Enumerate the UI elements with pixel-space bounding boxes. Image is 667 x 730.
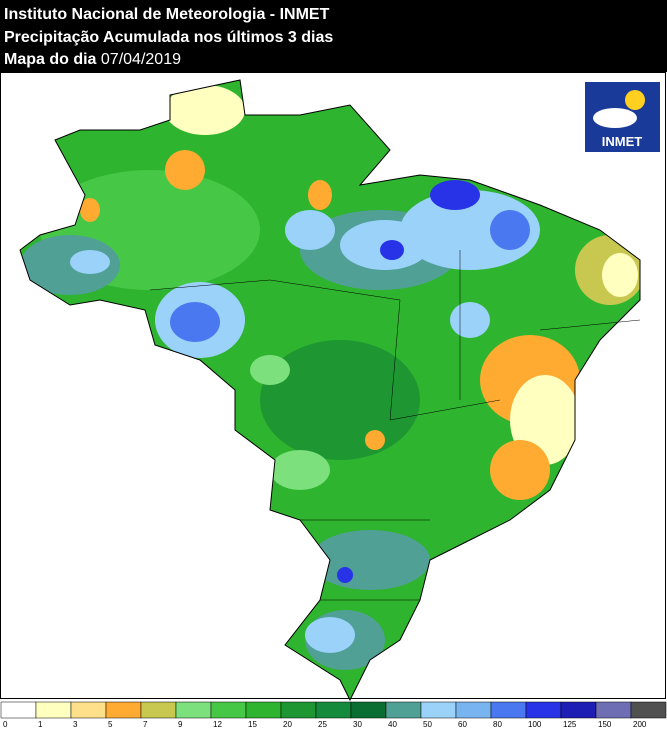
legend-swatch [630, 701, 667, 719]
legend-label: 12 [213, 720, 222, 729]
legend-swatch [245, 701, 282, 719]
logo-text: INMET [602, 134, 643, 149]
legend-label: 15 [248, 720, 257, 729]
legend-swatch [560, 701, 597, 719]
legend-label: 20 [283, 720, 292, 729]
legend-label: 200 [633, 720, 647, 729]
legend-swatch [35, 701, 72, 719]
legend-label: 5 [108, 720, 113, 729]
title: Instituto Nacional de Meteorologia - INM… [4, 6, 330, 23]
state-borders [149, 250, 641, 601]
legend-swatch [175, 701, 212, 719]
legend-label: 60 [458, 720, 467, 729]
legend-label: 50 [423, 720, 432, 729]
legend-swatch [140, 701, 177, 719]
legend-label: 100 [528, 720, 542, 729]
logo-cloud [593, 108, 637, 128]
header: Instituto Nacional de Meteorologia - INM… [0, 0, 667, 72]
legend-swatch [420, 701, 457, 719]
legend-swatch [105, 701, 142, 719]
legend-label: 150 [598, 720, 612, 729]
legend-label: 40 [388, 720, 397, 729]
legend-swatch [70, 701, 107, 719]
legend-swatch [280, 701, 317, 719]
date-line: Mapa do dia 07/04/2019 [4, 51, 181, 69]
logo-sun [625, 90, 645, 110]
legend-label: 7 [143, 720, 148, 729]
legend-swatch [350, 701, 387, 719]
legend-swatch [525, 701, 562, 719]
legend-swatch [455, 701, 492, 719]
legend-swatch [315, 701, 352, 719]
legend-label: 0 [3, 720, 8, 729]
legend-label: 3 [73, 720, 78, 729]
legend: 0 1 3 5 7 9 12 15 20 25 30 40 50 60 80 100 125 150 200 [0, 701, 667, 729]
legend-label: 125 [563, 720, 577, 729]
legend-label: 9 [178, 720, 183, 729]
legend-swatch [385, 701, 422, 719]
date: 07/04/2019 [100, 51, 181, 68]
legend-swatch [595, 701, 632, 719]
legend-swatch [210, 701, 247, 719]
legend-label: 25 [318, 720, 327, 729]
date-label: Mapa do dia [4, 51, 97, 68]
legend-label: 1 [38, 720, 43, 729]
subtitle: Precipitação Acumulada nos últimos 3 dia… [4, 29, 334, 46]
legend-label: 80 [493, 720, 502, 729]
legend-swatch [490, 701, 527, 719]
legend-swatch [0, 701, 37, 719]
legend-label: 30 [353, 720, 362, 729]
